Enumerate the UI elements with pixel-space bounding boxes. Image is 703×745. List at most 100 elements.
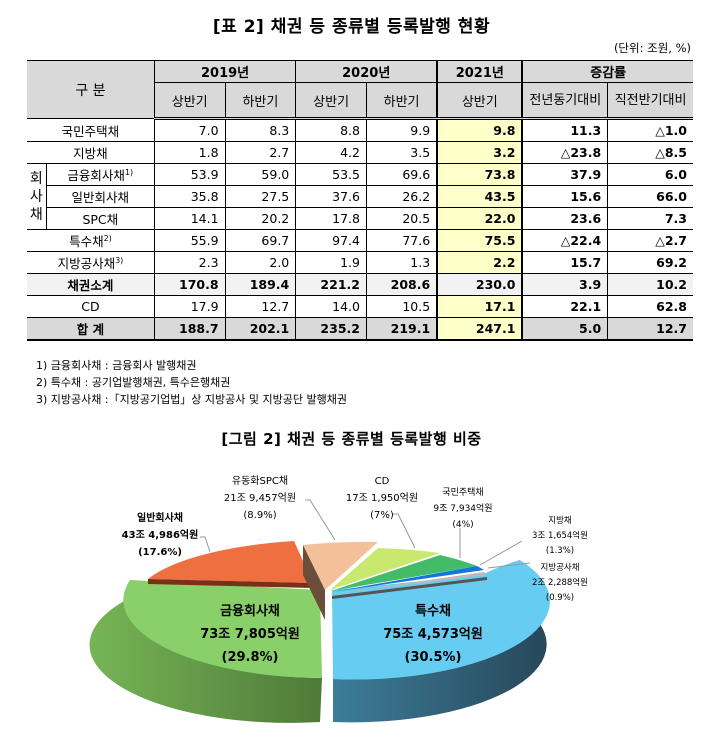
slice-name: 특수채	[415, 604, 451, 619]
leader-line	[392, 513, 416, 549]
table-cell: 230.0	[436, 273, 524, 296]
table-cell: 23.6	[521, 207, 609, 230]
table-cell: 219.1	[365, 317, 438, 341]
table-cell: 1.9	[295, 251, 367, 274]
table-cell: 69.7	[224, 229, 297, 252]
table-cell: 15.7	[521, 251, 609, 274]
row-label: 지방채	[27, 141, 155, 164]
label-general-corp-bond: 일반회사채 43조 4,986억원 (17.6%)	[105, 510, 215, 561]
table-cell: 4.2	[295, 141, 367, 164]
table-cell: 14.1	[153, 207, 226, 230]
table-cell: 247.1	[436, 317, 524, 341]
table-cell: 20.5	[365, 207, 438, 230]
table-cell: 37.6	[295, 185, 367, 208]
table-row: CD 17.9 12.7 14.0 10.5 17.1 22.1 62.8	[27, 295, 693, 318]
slice-name: 금융회사채	[220, 604, 280, 619]
table-cell: 53.9	[153, 163, 226, 186]
row-label-text: SPC채	[82, 212, 119, 227]
table-row: 합 계 188.7 202.1 235.2 219.1 247.1 5.0 12.7	[27, 317, 693, 341]
table-cell: 12.7	[224, 295, 297, 318]
table-cell: 55.9	[153, 229, 226, 252]
table-cell: 22.0	[436, 207, 524, 230]
slice-edge	[332, 577, 487, 599]
table-cell: 43.5	[436, 185, 524, 208]
footnote-1: 1) 금융회사채 : 금융회사 발행채권	[36, 359, 197, 372]
slice-name: 일반회사채	[137, 513, 183, 524]
header-change: 증감률	[521, 60, 693, 83]
header-hoh: 직전반기대비	[607, 82, 693, 120]
table-row: 국민주택채 7.0 8.3 8.8 9.9 9.8 11.3 △1.0	[27, 118, 693, 142]
table-cell: 69.2	[607, 251, 693, 274]
group-label-corp-bond: 회사채	[27, 163, 47, 230]
row-label: 국민주택채	[27, 118, 155, 142]
table-cell: 20.2	[224, 207, 297, 230]
table-cell: 7.3	[607, 207, 693, 230]
header-2019-h2: 하반기	[224, 82, 297, 120]
slice-pct: (4%)	[452, 520, 474, 530]
label-housing-bond: 국민주택채 9조 7,934억원 (4%)	[418, 485, 508, 533]
table-cell: 1.8	[153, 141, 226, 164]
table-cell: 189.4	[224, 273, 297, 296]
header-2020-h1: 상반기	[295, 82, 367, 120]
leader-line	[200, 536, 211, 553]
table-cell: 69.6	[365, 163, 438, 186]
slice-cd	[330, 548, 440, 590]
row-label-text: 국민주택채	[61, 123, 120, 139]
table-cell: 208.6	[365, 273, 438, 296]
slice-spc-bond	[303, 541, 378, 590]
table-cell: 73.8	[436, 163, 524, 186]
table-cell: 3.9	[521, 273, 609, 296]
label-financial-bond: 금융회사채 73조 7,805억원 (29.8%)	[170, 600, 330, 669]
table-row: 특수채2) 55.9 69.7 97.4 77.6 75.5 △22.4 △2.7	[27, 229, 693, 252]
row-label-text: 특수채	[69, 234, 104, 249]
slice-pct: (0.9%)	[545, 593, 575, 603]
table-cell: 1.3	[365, 251, 438, 274]
slice-name: 지방공사채	[540, 563, 580, 573]
table-cell: 17.9	[153, 295, 226, 318]
table-cell: 2.0	[224, 251, 297, 274]
table-cell: 2.2	[436, 251, 524, 274]
table-cell: 10.2	[607, 273, 693, 296]
table-cell: 3.2	[436, 141, 524, 164]
slice-pct: (17.6%)	[138, 547, 182, 558]
table-cell: 202.1	[224, 317, 297, 341]
table-cell: △23.8	[521, 141, 609, 164]
footnote-marker: 1)	[124, 167, 134, 177]
slice-general-corp-bond	[148, 541, 313, 583]
pie-chart	[89, 499, 550, 723]
table-row: 지방채 1.8 2.7 4.2 3.5 3.2 △23.8 △8.5	[27, 141, 693, 164]
table-cell: 17.1	[436, 295, 524, 318]
table-cell: 77.6	[365, 229, 438, 252]
row-label-text: 일반회사채	[71, 190, 130, 205]
footnote-3: 3) 지방공사채 :「지방공기업법」상 지방공사 및 지방공단 발행채권	[36, 393, 347, 406]
row-label: CD	[27, 295, 155, 318]
footnotes: 1) 금융회사채 : 금융회사 발행채권 2) 특수채 : 공기업발행채권, 특…	[36, 357, 347, 408]
table-cell: 62.8	[607, 295, 693, 318]
table-cell: 170.8	[153, 273, 226, 296]
header-2021-h1: 상반기	[436, 82, 524, 120]
row-label-text: 채권소계	[67, 278, 114, 293]
group-label-text: 회사채	[29, 170, 43, 223]
table-cell: 5.0	[521, 317, 609, 341]
table-cell: 188.7	[153, 317, 226, 341]
slice-name: 지방채	[548, 516, 572, 526]
table-cell: 66.0	[607, 185, 693, 208]
table-cell: 26.2	[365, 185, 438, 208]
label-spc-bond: 유동화SPC채 21조 9,457억원 (8.9%)	[210, 473, 310, 524]
unit-label: (단위: 조원, %)	[613, 41, 691, 55]
table-cell: 9.9	[365, 118, 438, 142]
slice-side-special	[333, 560, 548, 723]
table-cell: 22.1	[521, 295, 609, 318]
table-cell: 53.5	[295, 163, 367, 186]
header-2020-h2: 하반기	[365, 82, 438, 120]
row-label-text: 지방공사채	[57, 256, 116, 271]
table-cell: 2.7	[224, 141, 297, 164]
table-cell: 8.8	[295, 118, 367, 142]
table-cell: 11.3	[521, 118, 609, 142]
slice-name: CD	[374, 476, 390, 487]
table-row: 일반회사채 35.8 27.5 37.6 26.2 43.5 15.6 66.0	[27, 185, 693, 208]
slice-amount: 73조 7,805억원	[200, 627, 300, 642]
table-row: 회사채 금융회사채1) 53.9 59.0 53.5 69.6 73.8 37.9 6.0	[27, 163, 693, 230]
table-cell: 15.6	[521, 185, 609, 208]
header-2019-h1: 상반기	[154, 82, 226, 120]
